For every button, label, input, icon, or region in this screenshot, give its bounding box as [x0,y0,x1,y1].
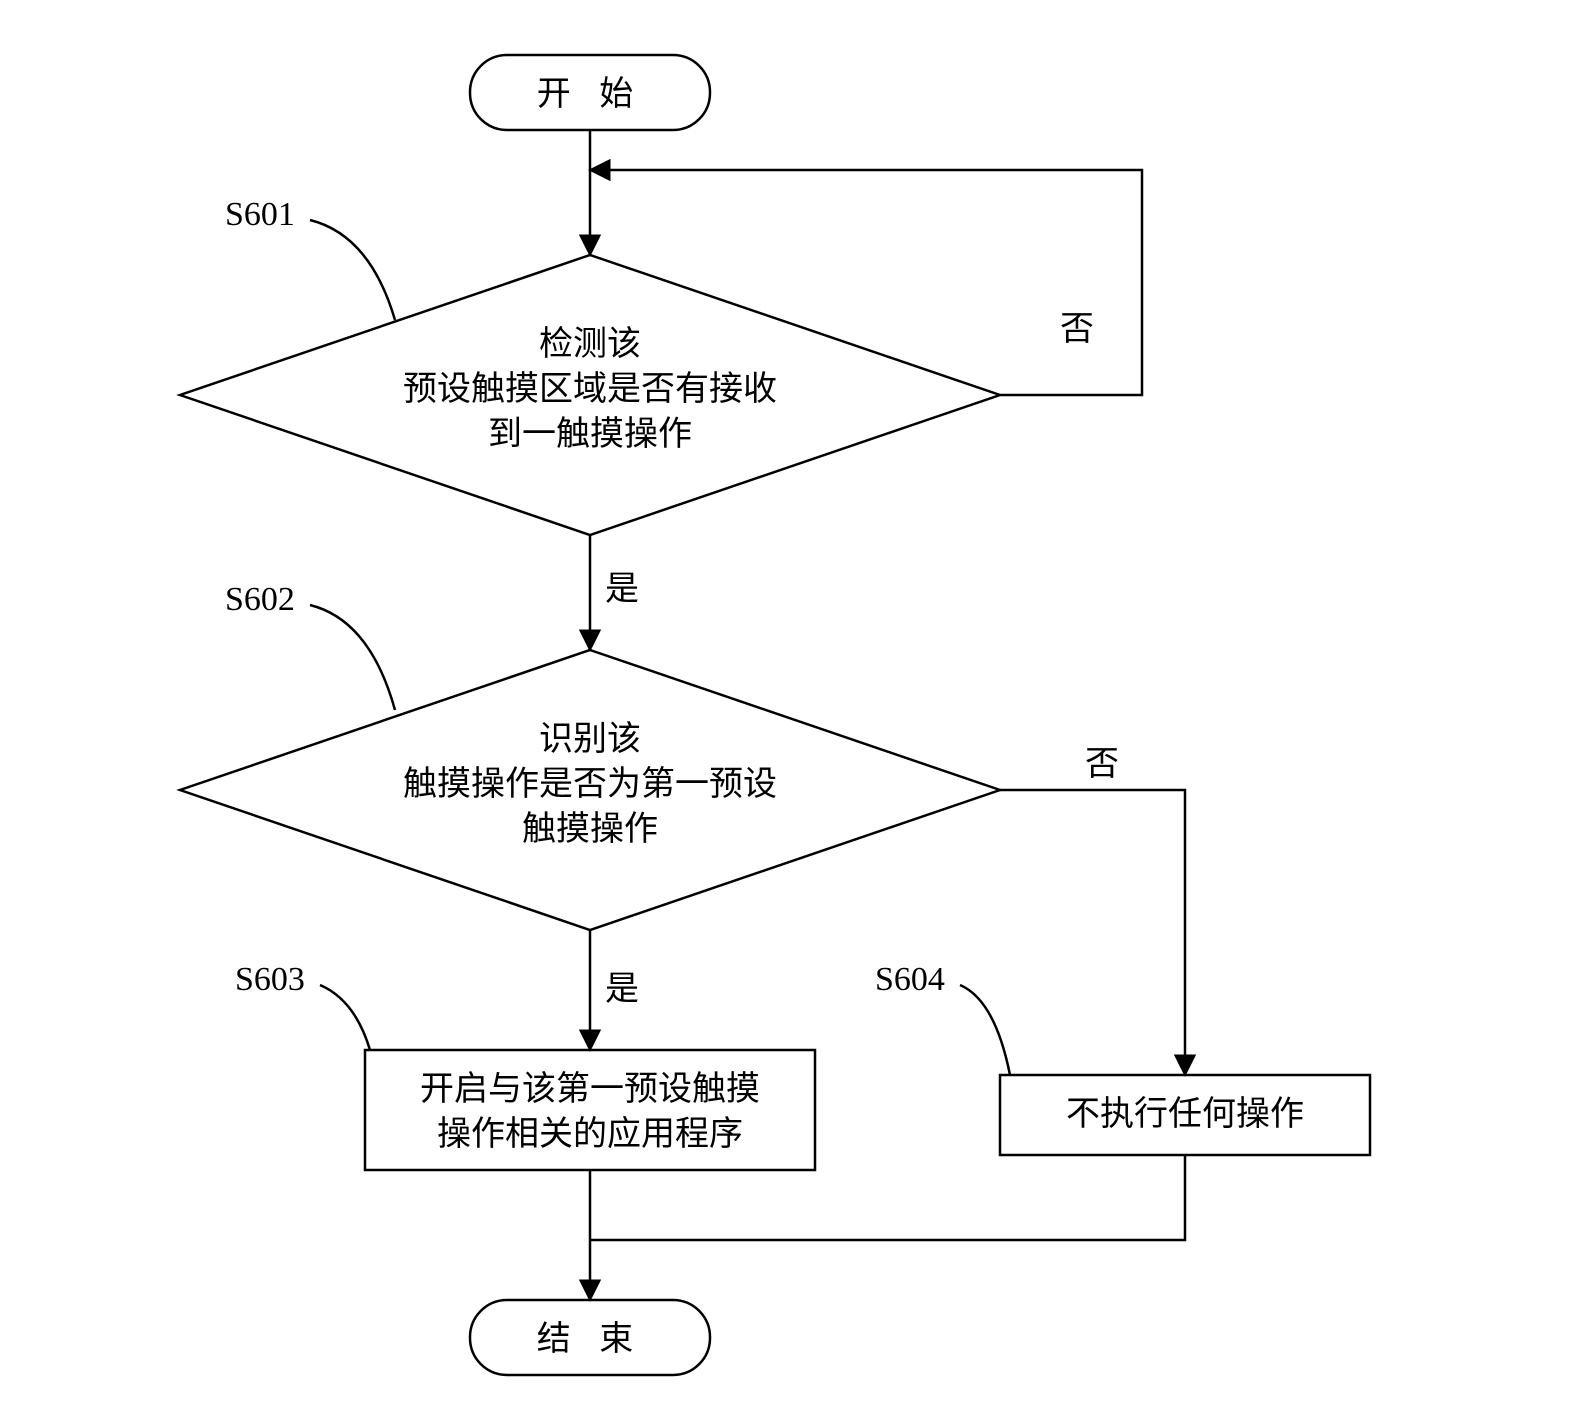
label-connector-s602 [310,605,395,710]
label-s601: S601 [225,196,295,233]
edge-d2-no-label: 否 [1085,746,1119,783]
node-p3: 开启与该第一预设触摸 操作相关的应用程序 [365,1050,815,1170]
label-s603: S603 [235,961,305,998]
p3-line1: 开启与该第一预设触摸 [420,1070,760,1108]
edge-p4-merge [590,1155,1185,1240]
node-p4: 不执行任何操作 [1000,1075,1370,1155]
d2-line1: 识别该 [539,720,641,758]
end-label: 结 束 [537,1320,644,1358]
p3-line2: 操作相关的应用程序 [437,1115,743,1153]
edge-d1-no-label: 否 [1060,311,1094,348]
node-end: 结 束 [470,1300,710,1375]
label-connector-s601 [310,220,395,320]
d1-line3: 到一触摸操作 [488,415,692,453]
label-connector-s603 [320,985,370,1050]
edge-d2-no [1000,790,1185,1075]
p4-line1: 不执行任何操作 [1066,1095,1304,1133]
label-s604: S604 [875,961,945,998]
edge-d1-yes-label: 是 [605,571,639,608]
flowchart-canvas: 开 始 检测该 预设触摸区域是否有接收 到一触摸操作 S601 否 是 识别该 … [0,0,1571,1421]
d1-line1: 检测该 [539,325,641,363]
edge-d2-yes-label: 是 [605,971,639,1008]
d1-line2: 预设触摸区域是否有接收 [403,370,777,408]
d2-line3: 触摸操作 [522,810,658,848]
label-connector-s604 [960,985,1010,1075]
label-s602: S602 [225,581,295,618]
node-start: 开 始 [470,55,710,130]
d2-line2: 触摸操作是否为第一预设 [403,765,777,803]
start-label: 开 始 [537,75,644,113]
node-d1: 检测该 预设触摸区域是否有接收 到一触摸操作 [180,255,1000,535]
node-d2: 识别该 触摸操作是否为第一预设 触摸操作 [180,650,1000,930]
